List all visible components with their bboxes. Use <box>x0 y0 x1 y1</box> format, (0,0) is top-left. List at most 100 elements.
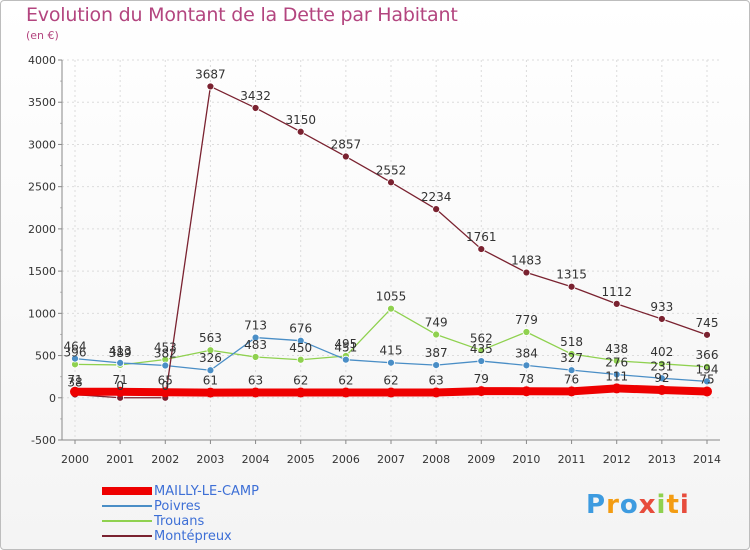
data-label: 562 <box>470 331 493 345</box>
data-label: 0 <box>116 379 124 393</box>
data-label: 75 <box>699 372 714 386</box>
legend-label: Montépreux <box>154 529 232 544</box>
data-label: 92 <box>654 371 669 385</box>
data-point <box>432 361 441 369</box>
logo-letter: i <box>656 490 667 520</box>
data-point <box>612 299 621 308</box>
data-label: 745 <box>696 316 719 330</box>
data-point <box>703 362 711 371</box>
data-point <box>251 333 260 342</box>
x-tick-label: 2001 <box>106 453 134 466</box>
data-label: 2857 <box>331 138 362 152</box>
data-label: 384 <box>515 346 538 360</box>
data-point <box>296 355 305 364</box>
data-label: 0 <box>161 379 169 393</box>
data-label: 1112 <box>601 285 632 299</box>
data-point <box>477 357 486 365</box>
data-label: 396 <box>64 345 87 359</box>
data-point <box>702 386 712 397</box>
data-point <box>295 387 306 398</box>
data-label: 438 <box>605 342 628 356</box>
y-tick-label: 0 <box>49 392 56 405</box>
data-point <box>567 282 576 291</box>
data-point <box>161 361 170 370</box>
data-point <box>206 366 215 375</box>
y-tick-label: 2000 <box>28 223 56 236</box>
y-tick-label: 1500 <box>28 265 56 278</box>
data-label: 62 <box>293 374 308 388</box>
data-point <box>206 82 215 91</box>
data-point <box>340 387 351 398</box>
logo-letter: i <box>679 490 690 520</box>
data-label: 63 <box>429 373 444 387</box>
data-point <box>115 386 126 397</box>
x-tick-label: 2010 <box>512 453 540 466</box>
logo-letter: P <box>586 490 607 520</box>
data-point <box>477 245 486 253</box>
legend-label: Poivres <box>154 499 201 514</box>
data-label: 79 <box>474 372 489 386</box>
x-tick-label: 2004 <box>242 453 270 466</box>
legend-swatch <box>102 520 152 522</box>
data-point <box>703 330 711 339</box>
data-label: 3687 <box>195 67 226 81</box>
data-point <box>476 386 487 397</box>
data-label: 327 <box>560 351 583 365</box>
data-point <box>296 336 305 345</box>
data-label: 453 <box>154 341 177 355</box>
x-tick-label: 2003 <box>196 453 224 466</box>
data-label: 451 <box>334 341 357 355</box>
data-point <box>432 330 441 339</box>
data-label: 749 <box>425 316 448 330</box>
data-label: 366 <box>696 348 719 362</box>
data-label: 1483 <box>511 254 542 268</box>
data-label: 78 <box>519 372 534 386</box>
legend-swatch <box>102 505 152 507</box>
data-point <box>611 383 622 394</box>
x-tick-label: 2012 <box>603 453 631 466</box>
y-tick-label: 4000 <box>28 54 56 67</box>
data-point <box>387 178 395 187</box>
data-label: 402 <box>650 345 673 359</box>
data-point <box>567 350 576 358</box>
data-point <box>522 268 531 277</box>
data-label: 563 <box>199 331 222 345</box>
data-label: 389 <box>109 346 132 360</box>
data-label: 483 <box>244 338 267 352</box>
data-point <box>70 386 80 397</box>
data-label: 1315 <box>556 268 587 282</box>
data-label: 194 <box>696 362 719 376</box>
data-point <box>657 374 666 383</box>
data-point <box>567 366 576 375</box>
x-tick-label: 2006 <box>332 453 360 466</box>
data-point <box>341 355 350 364</box>
y-tick-label: 1000 <box>28 307 56 320</box>
data-point <box>116 359 125 367</box>
data-label: 65 <box>158 373 173 387</box>
data-point <box>250 387 261 398</box>
data-label: 71 <box>113 373 128 387</box>
legend-swatch <box>102 535 152 537</box>
data-label: 387 <box>425 346 448 360</box>
data-label: 435 <box>470 342 493 356</box>
data-point <box>612 370 621 379</box>
data-label: 71 <box>67 373 82 387</box>
y-tick-label: 2500 <box>28 181 56 194</box>
data-label: 415 <box>380 344 403 358</box>
data-point <box>341 152 350 161</box>
data-point <box>386 387 396 398</box>
chart-title: Evolution du Montant de la Dette par Hab… <box>26 4 458 26</box>
data-point <box>522 328 531 336</box>
data-point <box>566 386 577 397</box>
data-point <box>432 205 441 214</box>
data-point <box>387 304 395 313</box>
data-label: 38 <box>67 376 82 390</box>
legend-swatch <box>102 487 152 495</box>
x-tick-label: 2011 <box>558 453 586 466</box>
data-point <box>612 356 621 365</box>
proxiti-logo: Proxiti <box>586 490 690 520</box>
data-label: 62 <box>338 374 353 388</box>
data-label: 2552 <box>376 163 407 177</box>
data-point <box>206 346 215 355</box>
